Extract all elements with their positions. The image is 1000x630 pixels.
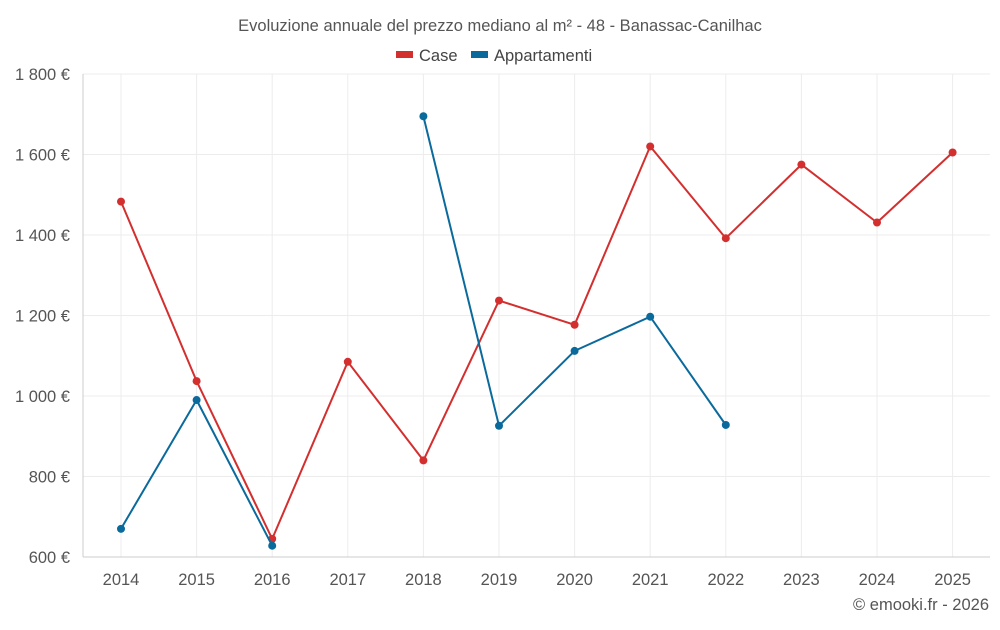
data-point-case-2024 (873, 218, 881, 227)
x-tick-label-2015: 2015 (178, 571, 215, 589)
data-point-case-2019 (495, 296, 503, 305)
legend-swatch-case (396, 51, 413, 58)
y-tick-label-1400: 1 400 € (15, 227, 70, 245)
y-tick-label-800: 800 € (29, 469, 70, 487)
x-tick-label-2025: 2025 (934, 571, 971, 589)
axes: 600 € 800 € 1 000 € 1 200 € 1 400 € 1 600 € 1 … (15, 66, 990, 589)
x-tick-label-2020: 2020 (556, 571, 593, 589)
data-point-appartamenti-2020 (570, 346, 579, 355)
data-point-case-2017 (343, 357, 352, 366)
x-tick-label-2016: 2016 (254, 571, 291, 589)
series-line-case (120, 145, 954, 540)
x-tick-label-2014: 2014 (103, 571, 140, 589)
series-lines (117, 112, 957, 550)
credit-text: © emooki.fr - 2026 (853, 596, 989, 614)
y-tick-label-600: 600 € (29, 549, 70, 567)
y-tick-label-1000: 1 000 € (15, 388, 70, 406)
series-appartamenti (117, 112, 730, 550)
data-point-case-2020 (570, 320, 579, 329)
grid-lines (83, 73, 990, 558)
data-point-appartamenti-2015 (192, 396, 201, 405)
legend-label-appartamenti: Appartamenti (494, 47, 592, 65)
x-tick-label-2022: 2022 (707, 571, 744, 589)
y-tick-label-1800: 1 800 € (15, 66, 70, 84)
x-tick-label-2018: 2018 (405, 571, 442, 589)
data-point-case-2018 (419, 456, 428, 465)
legend-item-appartamenti[interactable]: Appartamenti (471, 47, 592, 65)
legend-swatch-appartamenti (471, 51, 488, 58)
y-tick-label-1200: 1 200 € (15, 308, 70, 326)
y-tick-label-1600: 1 600 € (15, 147, 70, 165)
data-point-case-2025 (948, 148, 957, 157)
data-point-appartamenti-2021 (646, 312, 655, 321)
series-case (117, 142, 957, 543)
data-point-appartamenti-2018 (419, 112, 428, 121)
data-point-case-2023 (797, 160, 806, 169)
data-point-appartamenti-2016 (268, 541, 277, 550)
legend-item-case[interactable]: Case (396, 47, 458, 65)
x-tick-label-2023: 2023 (783, 571, 820, 589)
data-point-case-2014 (117, 197, 125, 206)
x-tick-label-2021: 2021 (632, 571, 669, 589)
data-point-case-2022 (721, 234, 730, 243)
data-point-case-2015 (192, 377, 201, 386)
data-point-appartamenti-2022 (721, 420, 730, 429)
chart-title: Evoluzione annuale del prezzo mediano al… (238, 17, 762, 35)
legend-label-case: Case (419, 47, 458, 65)
data-point-appartamenti-2019 (495, 421, 503, 430)
legend: Case Appartamenti (396, 47, 592, 65)
data-point-case-2021 (646, 142, 655, 151)
x-tick-label-2017: 2017 (329, 571, 366, 589)
data-point-appartamenti-2014 (117, 524, 125, 533)
x-tick-label-2024: 2024 (859, 571, 896, 589)
x-tick-label-2019: 2019 (481, 571, 518, 589)
